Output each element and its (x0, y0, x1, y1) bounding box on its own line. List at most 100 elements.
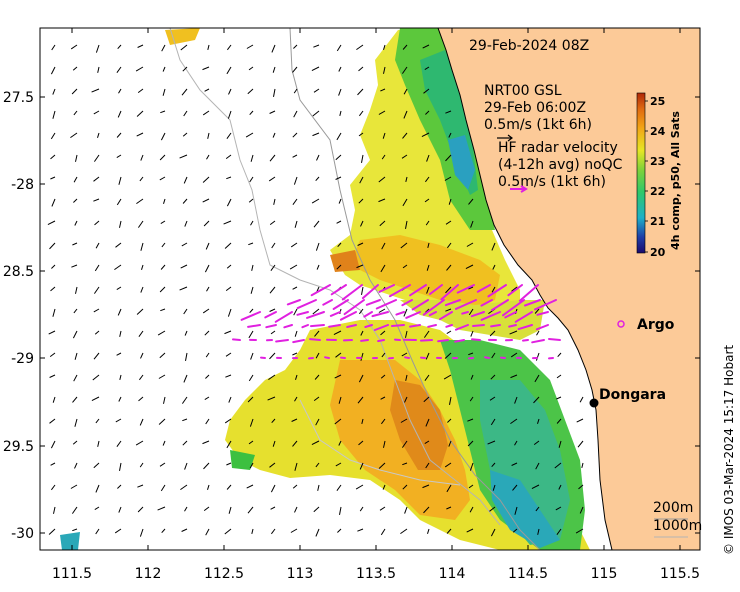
model-vector (205, 242, 210, 250)
model-vector (180, 264, 188, 269)
model-vector (95, 242, 100, 249)
radar-vector (428, 311, 437, 317)
x-tick-label: 111.5 (52, 566, 92, 582)
model-vector (446, 330, 452, 335)
model-vector (380, 396, 386, 400)
model-vector (446, 242, 452, 249)
model-vector (337, 242, 342, 248)
model-vector (270, 528, 276, 535)
model-vector (95, 528, 100, 535)
model-vector (380, 418, 386, 425)
model-vector (50, 66, 56, 75)
model-vector (267, 396, 276, 401)
model-vector (50, 132, 56, 140)
model-vector (405, 374, 408, 381)
model-vector (93, 462, 100, 469)
model-vector (268, 176, 276, 182)
model-vector (424, 374, 430, 381)
model-vector (226, 176, 232, 180)
model-vector (425, 220, 430, 226)
model-vector (531, 484, 540, 490)
model-vector (511, 462, 518, 466)
model-vector (289, 264, 298, 270)
model-vector (445, 154, 452, 162)
model-vector (251, 264, 254, 271)
model-vector (202, 308, 210, 314)
model-vector (378, 110, 386, 115)
model-vector (290, 528, 298, 533)
model-vector (312, 110, 320, 117)
model-vector (490, 528, 496, 537)
model-vector (382, 484, 386, 490)
model-vector (161, 44, 166, 52)
model-vector (182, 418, 188, 422)
model-vector (97, 132, 100, 138)
model-vector (425, 352, 430, 360)
radar-vector (405, 311, 421, 319)
model-vector (94, 264, 100, 272)
radar-line-2: (4-12h avg) noQC (498, 157, 623, 173)
model-vector (115, 418, 122, 423)
radar-vector (247, 324, 261, 328)
model-vector (226, 264, 232, 269)
model-vector (448, 198, 452, 205)
model-vector (204, 330, 210, 336)
model-vector (335, 462, 342, 467)
colorbar-title: 4h comp, p50, All Sats (669, 111, 682, 250)
model-vector (226, 132, 232, 139)
radar-vector (429, 284, 443, 295)
model-vector (70, 484, 78, 489)
radar-vector (536, 311, 549, 316)
model-vector (445, 308, 452, 312)
model-vector (357, 528, 364, 532)
model-vector (425, 418, 430, 427)
model-vector (534, 308, 540, 314)
model-vector (576, 418, 584, 423)
model-vector (49, 418, 56, 424)
radar-vector (472, 324, 485, 327)
model-vector (426, 154, 430, 162)
model-vector (139, 176, 144, 182)
model-vector (135, 440, 144, 446)
model-vector (97, 66, 100, 73)
model-vector (403, 110, 408, 119)
model-vector (116, 286, 122, 291)
model-vector (404, 396, 408, 403)
model-vector (247, 506, 254, 514)
radar-vector (454, 299, 477, 310)
radar-vector (420, 339, 433, 342)
contour-1000m-label: 1000m (653, 518, 702, 534)
model-vector (313, 220, 320, 228)
model-vector (137, 220, 144, 228)
radar-vector (329, 311, 341, 317)
x-tick-label: 115.5 (660, 566, 700, 582)
model-vector (73, 176, 78, 183)
model-vector (556, 374, 562, 379)
model-current-vectors (47, 44, 584, 537)
radar-vector (339, 311, 357, 321)
model-vector (294, 506, 298, 513)
model-vector (250, 352, 254, 360)
model-vector (162, 66, 166, 72)
radar-vector (422, 299, 445, 316)
y-tick-label: 29.5 (3, 439, 34, 455)
model-vector (292, 66, 298, 73)
radar-vector (444, 299, 461, 307)
model-vector (401, 66, 408, 74)
model-vector (139, 462, 144, 468)
model-vector (247, 88, 254, 95)
model-vector (511, 286, 518, 292)
model-vector (93, 352, 100, 360)
model-vector (402, 484, 408, 490)
model-vector (404, 506, 408, 514)
radar-vector (502, 299, 525, 317)
model-vector (202, 110, 210, 116)
model-vector (160, 220, 166, 225)
model-vector (202, 66, 210, 71)
model-vector (313, 44, 320, 48)
model-vector (205, 352, 210, 358)
credit-text: © IMOS 03-Mar-2024 15:17 Hobart (722, 345, 736, 555)
radar-vector (409, 284, 427, 297)
model-vector (93, 198, 100, 202)
model-vector (184, 462, 188, 470)
